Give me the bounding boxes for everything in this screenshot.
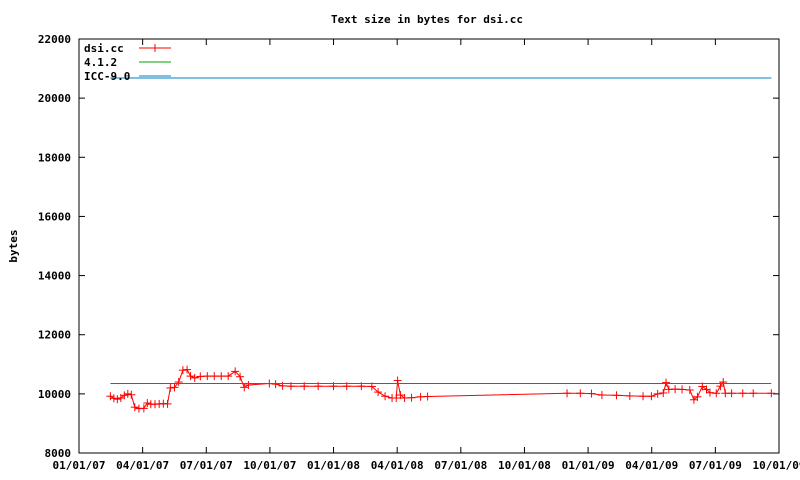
data-point <box>563 389 572 398</box>
data-point <box>705 388 714 397</box>
x-tick-label: 07/01/08 <box>434 459 487 472</box>
x-axis: 01/01/07 04/01/07 07/01/07 10/01/07 01/01/08… <box>53 39 800 472</box>
data-point <box>639 392 648 401</box>
data-point <box>130 403 139 412</box>
y-tick-label: 18000 <box>38 151 71 164</box>
x-tick-label: 04/01/09 <box>625 459 678 472</box>
data-point <box>587 389 596 398</box>
data-point <box>244 380 253 389</box>
data-point <box>106 392 115 401</box>
chart-title: Text size in bytes for dsi.cc <box>331 13 523 26</box>
data-point <box>576 389 585 398</box>
legend-label: dsi.cc <box>84 42 124 55</box>
data-point <box>231 367 240 376</box>
data-point <box>224 372 233 381</box>
data-point <box>170 383 179 392</box>
data-point <box>423 392 432 401</box>
data-point <box>712 389 721 398</box>
data-point <box>400 393 409 402</box>
data-point <box>653 389 662 398</box>
y-tick-label: 8000 <box>45 447 72 460</box>
x-tick-label: 04/01/08 <box>371 459 424 472</box>
data-point <box>407 393 416 402</box>
x-tick-label: 07/01/07 <box>180 459 233 472</box>
y-tick-label: 20000 <box>38 92 71 105</box>
x-tick-label: 01/01/08 <box>307 459 360 472</box>
legend-label: 4.1.2 <box>84 56 117 69</box>
y-tick-label: 10000 <box>38 388 71 401</box>
data-point <box>647 392 656 401</box>
data-point <box>396 391 405 400</box>
data-point <box>236 372 245 381</box>
y-tick-label: 22000 <box>38 33 71 46</box>
data-point <box>374 388 383 397</box>
data-point <box>217 372 226 381</box>
data-point <box>671 385 680 394</box>
data-point <box>109 394 118 403</box>
x-tick-label: 01/01/07 <box>53 459 106 472</box>
data-point <box>416 392 425 401</box>
data-point <box>662 378 671 387</box>
series-layer <box>106 77 776 413</box>
data-point <box>190 373 199 382</box>
x-tick-label: 04/01/07 <box>116 459 169 472</box>
data-point <box>113 395 122 404</box>
data-point <box>271 380 280 389</box>
data-point <box>240 383 249 392</box>
x-tick-label: 07/01/09 <box>689 459 742 472</box>
legend-label: ICC-9.0 <box>84 70 130 83</box>
x-tick-label: 01/01/09 <box>562 459 615 472</box>
data-point <box>203 372 212 381</box>
data-point <box>210 372 219 381</box>
data-point <box>178 366 187 375</box>
data-point <box>659 388 668 397</box>
data-point <box>625 391 634 400</box>
data-point <box>702 385 711 394</box>
data-point <box>719 378 728 387</box>
data-point <box>678 385 687 394</box>
data-point <box>123 389 132 398</box>
data-point <box>597 391 606 400</box>
data-point <box>143 399 152 408</box>
data-point <box>174 378 183 387</box>
y-tick-label: 12000 <box>38 329 71 342</box>
data-point <box>767 389 776 398</box>
data-point <box>139 404 148 413</box>
data-point <box>127 390 136 399</box>
y-tick-label: 14000 <box>38 270 71 283</box>
data-point <box>186 372 195 381</box>
data-point <box>196 372 205 381</box>
data-point <box>381 392 390 401</box>
data-point <box>693 392 702 401</box>
y-tick-label: 16000 <box>38 210 71 223</box>
data-point <box>738 389 747 398</box>
data-point <box>163 399 172 408</box>
data-point <box>749 389 758 398</box>
data-point <box>612 391 621 400</box>
x-tick-label: 10/01/08 <box>498 459 551 472</box>
data-point <box>183 365 192 374</box>
y-axis-label: bytes <box>7 229 20 262</box>
data-point <box>727 389 736 398</box>
x-tick-label: 10/01/07 <box>243 459 296 472</box>
data-point <box>392 393 401 402</box>
data-point <box>685 386 694 395</box>
series-0 <box>106 365 776 413</box>
data-point <box>166 383 175 392</box>
plot-area <box>78 38 780 454</box>
x-tick-label: 10/01/09 <box>753 459 800 472</box>
y-axis: 8000 10000 12000 14000 16000 18000 20000 22000 <box>38 33 779 460</box>
data-point <box>120 391 129 400</box>
